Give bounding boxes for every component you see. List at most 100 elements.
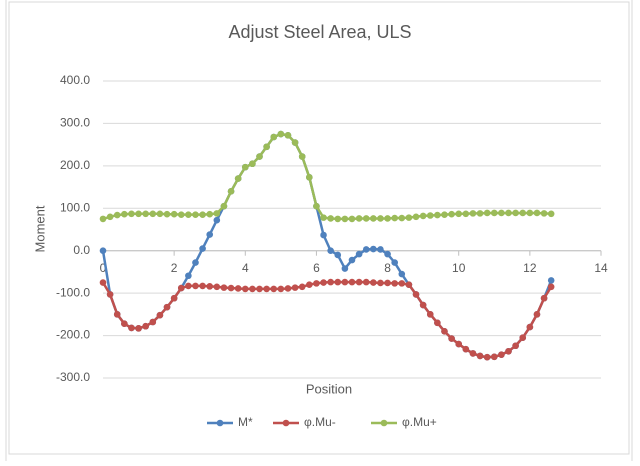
data-point (334, 278, 342, 286)
data-point (469, 350, 477, 357)
data-point (519, 209, 527, 217)
data-point (441, 211, 448, 218)
data-point (99, 247, 107, 255)
data-point (128, 324, 135, 332)
data-point (142, 322, 149, 330)
data-point (320, 279, 327, 286)
data-point (192, 259, 199, 266)
data-point (213, 283, 221, 291)
data-point (113, 311, 121, 318)
data-point (483, 209, 491, 217)
data-point (142, 210, 149, 218)
data-point (355, 250, 363, 258)
y-tick-label: -100.0 (56, 285, 90, 299)
legend-label: φ.Mu- (304, 415, 336, 429)
data-point (298, 153, 306, 160)
data-point (213, 210, 221, 217)
data-point (291, 284, 299, 291)
data-point (441, 328, 448, 335)
y-tick-label: 400.0 (60, 73, 90, 87)
data-point (121, 320, 128, 327)
data-point (206, 231, 214, 238)
data-point (370, 279, 377, 286)
data-point (128, 210, 135, 218)
data-point (476, 210, 484, 217)
legend-swatch-marker (216, 419, 224, 427)
data-point (426, 311, 434, 318)
data-point (177, 284, 185, 292)
data-point (384, 215, 391, 222)
data-point (306, 281, 313, 288)
grid: -300.0 -200.0 -100.0 0.0 100.0 200.0 300.0 400.… (56, 73, 608, 384)
data-point (512, 342, 519, 350)
data-point (377, 246, 384, 253)
x-tick-label: 4 (242, 261, 249, 275)
data-point (306, 174, 313, 181)
y-axis-title: Moment (32, 205, 47, 252)
data-point (547, 283, 555, 291)
data-point (526, 323, 534, 331)
data-point (163, 303, 171, 311)
x-tick-label: 8 (384, 261, 391, 275)
data-point (135, 325, 142, 332)
data-point (355, 215, 363, 222)
data-point (320, 231, 327, 239)
y-tick-label: -300.0 (56, 370, 90, 384)
data-point (234, 285, 242, 292)
data-point (341, 278, 349, 286)
data-point (512, 209, 519, 217)
data-point (263, 143, 270, 151)
data-point (540, 294, 548, 302)
data-point (206, 283, 214, 290)
legend: M* φ.Mu-φ.Mu+ (207, 415, 437, 429)
data-point (384, 279, 391, 287)
data-point (170, 294, 178, 302)
legend-label: M* (238, 415, 253, 429)
data-point (341, 215, 349, 223)
data-point (377, 215, 384, 222)
data-point (370, 245, 377, 253)
legend-swatch-marker (282, 419, 290, 427)
data-point (419, 212, 427, 220)
data-point (498, 351, 505, 358)
data-point (462, 345, 470, 353)
y-tick-label: 200.0 (60, 158, 90, 172)
data-point (391, 280, 398, 287)
x-tick-label: 6 (313, 261, 320, 275)
data-point (185, 282, 192, 290)
data-point (313, 202, 320, 210)
data-point (284, 285, 292, 292)
data-point (270, 133, 278, 141)
data-point (455, 340, 463, 348)
data-point (149, 210, 157, 218)
data-point (469, 210, 477, 217)
data-point (192, 282, 199, 290)
data-point (163, 210, 171, 218)
data-point (348, 215, 356, 223)
y-tick-label: -200.0 (56, 328, 90, 342)
data-point (526, 209, 534, 217)
data-point (505, 209, 512, 217)
data-point (106, 291, 114, 298)
data-point (455, 210, 463, 218)
data-point (256, 153, 263, 160)
data-point (370, 215, 377, 222)
x-tick-label: 2 (171, 261, 178, 275)
data-point (99, 279, 107, 286)
data-point (106, 213, 114, 221)
data-point (405, 214, 413, 221)
data-point (213, 216, 221, 224)
y-tick-label: 0.0 (73, 243, 90, 257)
data-point (298, 283, 306, 291)
data-point (398, 270, 406, 278)
data-point (277, 130, 285, 138)
data-point (327, 215, 334, 222)
legend-swatch-marker (380, 419, 388, 427)
series-line (102, 132, 552, 221)
data-point (391, 259, 398, 266)
data-point (199, 211, 206, 218)
data-point (419, 301, 427, 309)
data-point (391, 214, 398, 222)
data-point (426, 212, 434, 219)
